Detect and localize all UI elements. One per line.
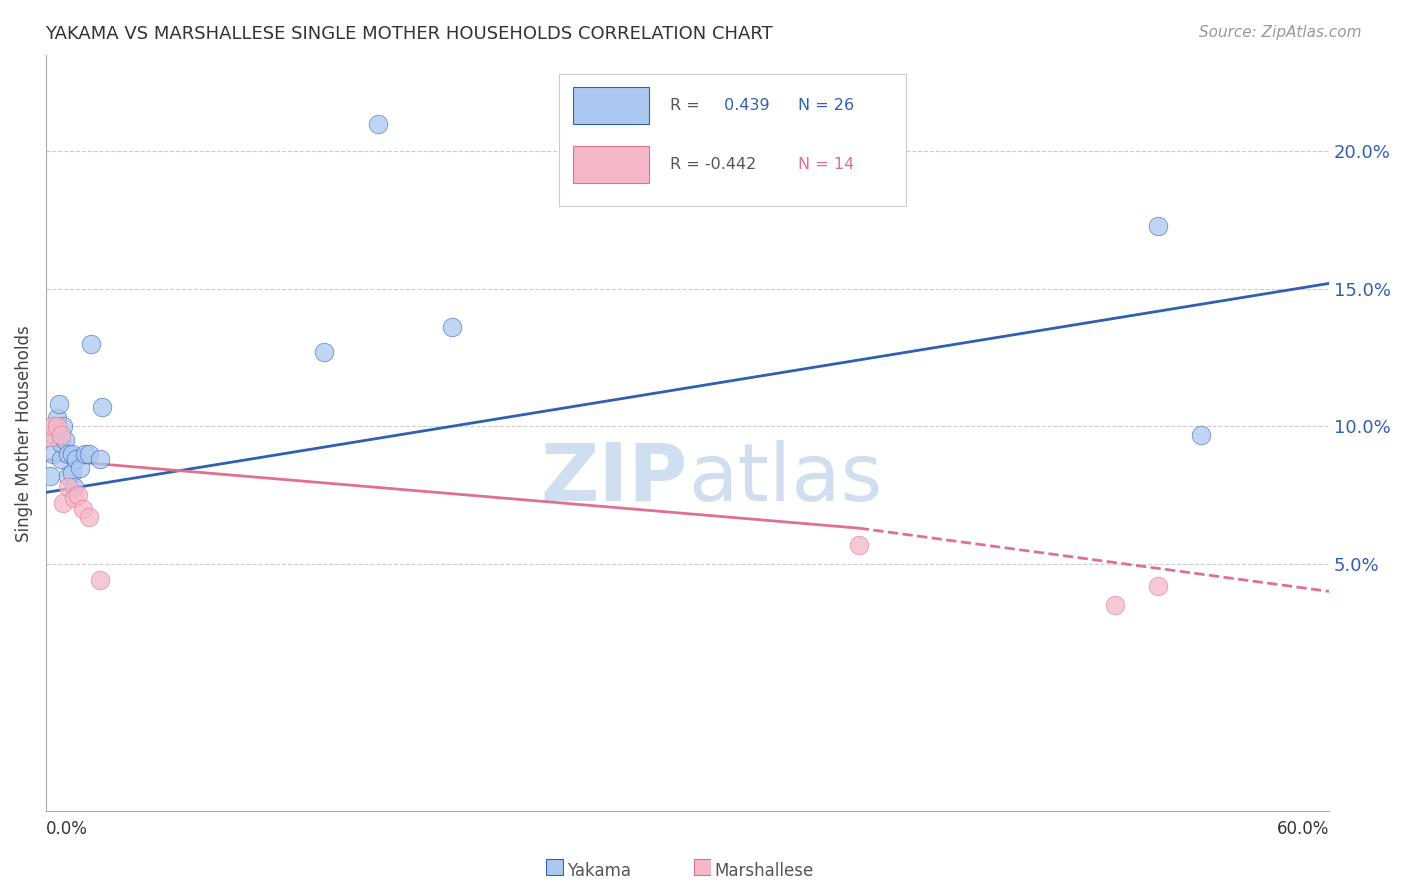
Point <box>73 447 96 461</box>
Text: atlas: atlas <box>688 440 882 517</box>
Point <box>67 488 90 502</box>
Point <box>51 427 73 442</box>
Point <box>63 491 86 505</box>
Point <box>89 452 111 467</box>
Point <box>69 460 91 475</box>
Point <box>41 419 63 434</box>
Point <box>60 466 83 480</box>
Point <box>1147 579 1170 593</box>
Point <box>89 574 111 588</box>
Point <box>45 419 67 434</box>
Point <box>77 447 100 461</box>
Point <box>51 452 73 467</box>
Point <box>56 480 79 494</box>
Point <box>48 397 70 411</box>
Point <box>45 411 67 425</box>
Text: Source: ZipAtlas.com: Source: ZipAtlas.com <box>1198 25 1361 40</box>
Point <box>65 452 87 467</box>
Point <box>41 447 63 461</box>
Point <box>80 337 103 351</box>
Text: 0.0%: 0.0% <box>46 820 89 838</box>
Text: Marshallese: Marshallese <box>714 862 814 880</box>
Point <box>1147 219 1170 233</box>
Point <box>367 117 389 131</box>
Point <box>52 496 75 510</box>
Point <box>51 436 73 450</box>
Point <box>72 501 94 516</box>
Point <box>63 480 86 494</box>
Point <box>52 419 75 434</box>
Point <box>441 320 464 334</box>
Point <box>1104 598 1126 612</box>
Point <box>44 430 66 444</box>
Point <box>90 400 112 414</box>
Point <box>39 468 62 483</box>
Text: ZIP: ZIP <box>540 440 688 517</box>
Point <box>1189 427 1212 442</box>
Point <box>56 447 79 461</box>
Point <box>56 468 79 483</box>
Point <box>848 538 870 552</box>
Point <box>314 345 336 359</box>
Point <box>55 433 77 447</box>
Text: Yakama: Yakama <box>567 862 631 880</box>
Point <box>39 430 62 444</box>
Text: YAKAMA VS MARSHALLESE SINGLE MOTHER HOUSEHOLDS CORRELATION CHART: YAKAMA VS MARSHALLESE SINGLE MOTHER HOUS… <box>45 25 773 43</box>
Text: 60.0%: 60.0% <box>1277 820 1329 838</box>
Point <box>77 510 100 524</box>
Point <box>60 447 83 461</box>
Y-axis label: Single Mother Households: Single Mother Households <box>15 325 32 541</box>
